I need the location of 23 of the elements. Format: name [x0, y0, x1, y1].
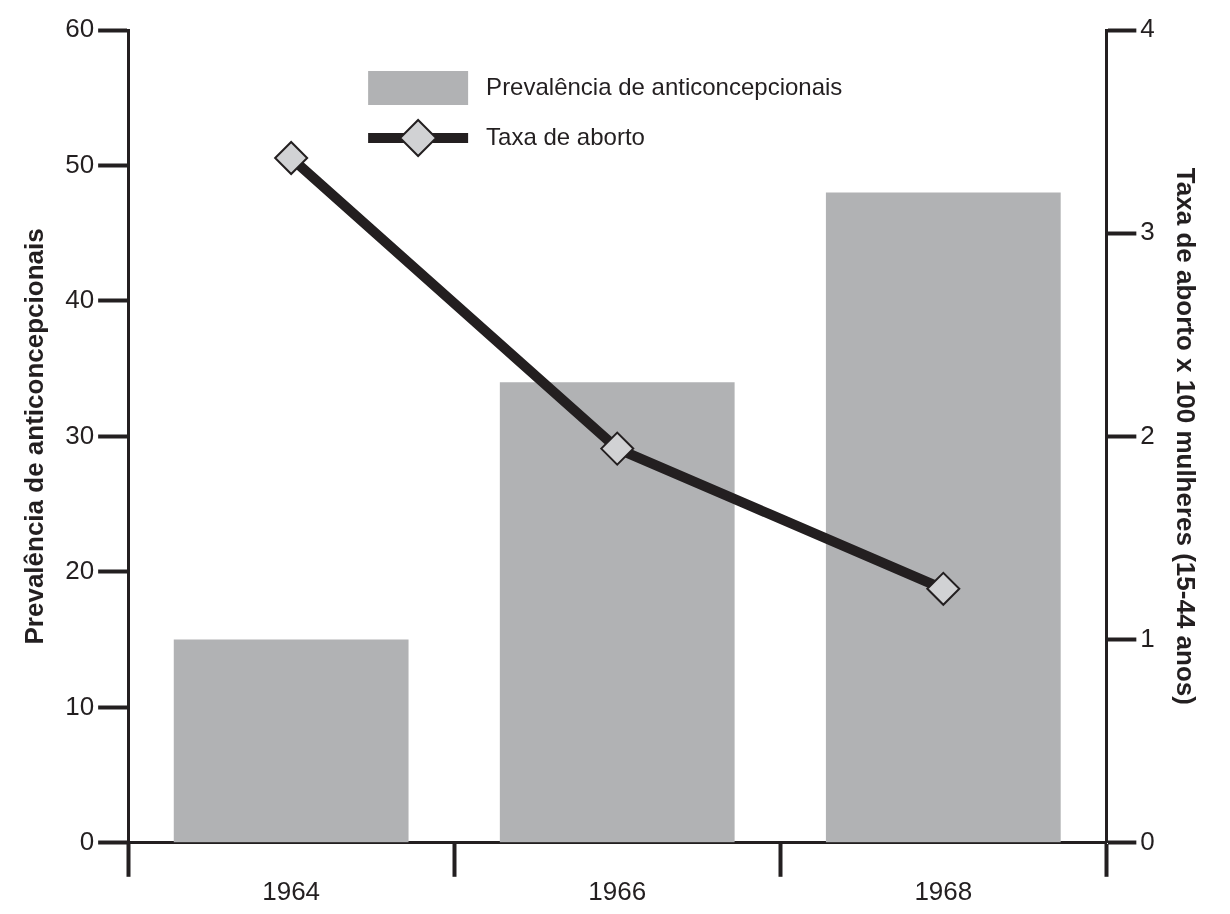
y-tick-label: 10 [65, 690, 95, 721]
legend-label: Prevalência de anticoncepcionais [486, 72, 843, 100]
y-tick-label: 60 [65, 13, 95, 44]
y-tick-label: 0 [79, 825, 95, 856]
point [926, 571, 961, 606]
y-tick-label: 20 [65, 555, 95, 586]
y-tick-label: 50 [65, 148, 95, 179]
y-tick-label: 30 [65, 419, 95, 450]
x-tick-label: 1966 [588, 875, 647, 906]
bar [173, 639, 409, 843]
y-axis-title: Prevalência de anticoncepcionais [18, 228, 49, 645]
x-tick-label: 1968 [914, 875, 973, 906]
point [274, 141, 309, 176]
legend-label: Taxa de aborto [486, 122, 645, 150]
y2-tick-label: 1 [1140, 622, 1155, 653]
y2-tick-label: 4 [1140, 13, 1155, 44]
y2-axis-title: Taxa de aborto x 100 mulheres (15-44 anos) [1171, 167, 1202, 705]
x-tick-label: 1964 [262, 875, 321, 906]
y2-tick-label: 3 [1140, 216, 1155, 247]
point [600, 431, 635, 466]
y-tick-label: 40 [65, 284, 95, 315]
y2-tick-label: 2 [1140, 419, 1155, 450]
y2-tick-label: 0 [1140, 825, 1155, 856]
